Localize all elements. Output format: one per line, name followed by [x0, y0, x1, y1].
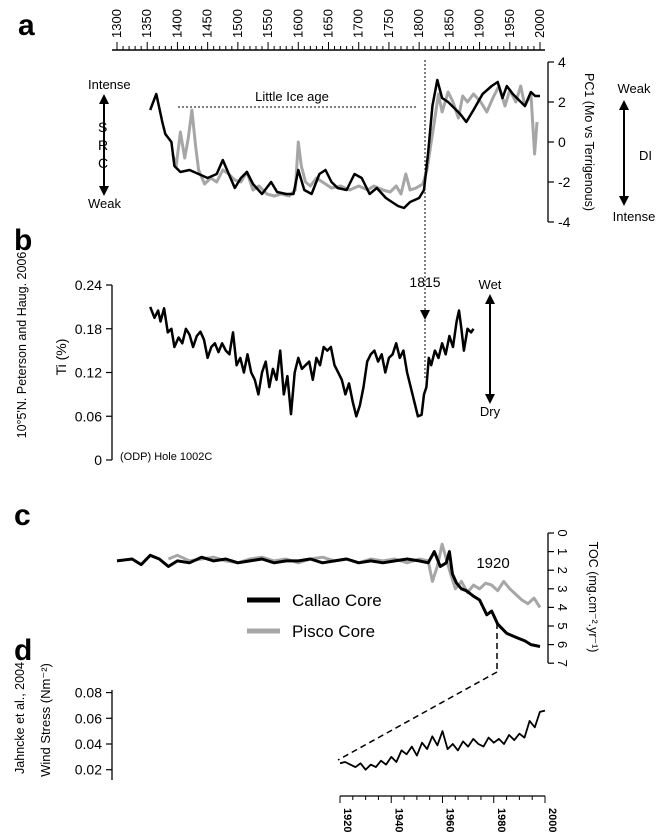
top-axis-labels: 1300 1350 1400 1450 1500 1550 1600 1650 1700 1750…: [109, 9, 547, 38]
right-axis-tick-label-c: 2: [555, 567, 570, 574]
panel-letter-b: b: [14, 224, 32, 257]
y-axis-tick-label-d: 0.04: [75, 736, 102, 752]
top-axis-tick-label: 1900: [472, 9, 487, 38]
x-axis-ticks-d: [339, 796, 546, 803]
inner-label-b: (ODP) Hole 1002C: [120, 451, 212, 463]
panel-b: 10°5'N. Peterson and Haug. 2006 Ti (%) 0…: [15, 252, 502, 468]
side-label-d: Jahncke et al., 2004: [13, 662, 27, 774]
series-c-callao: [116, 550, 541, 648]
series-a-grey: [171, 84, 539, 198]
series-b-black: [149, 306, 475, 418]
right-axis-tick-label-c: 4: [555, 604, 570, 611]
ylabel-d: Wind Stress (Nm⁻²): [38, 663, 53, 777]
src-letter-s: S: [98, 119, 107, 135]
right-axis-tick-label-c: 7: [555, 660, 570, 667]
x-axis-tick-label-d: 1960: [444, 808, 456, 832]
panel-letter-a: a: [18, 9, 35, 42]
panel-d: Jahncke et al., 2004 Wind Stress (Nm⁻²) …: [13, 662, 558, 832]
top-axis-ticks: [116, 42, 541, 50]
top-axis-tick-label: 1600: [290, 9, 305, 38]
y-axis-tick-label-b: 0.24: [75, 277, 102, 293]
right-axis-tick-label-c: 3: [555, 585, 570, 592]
y-axis-tick-label-b: 0: [94, 452, 102, 468]
x-axis-tick-label-d: 1940: [392, 808, 404, 832]
y-axis-ticks-d: 0.02 0.04 0.06 0.08: [75, 685, 112, 778]
legend-label-pisco: Pisco Core: [292, 622, 375, 641]
right-axis-tick-label-a: -2: [558, 174, 571, 190]
y-axis-tick-label-b: 0.12: [75, 365, 102, 381]
top-axis-tick-label: 1300: [109, 9, 124, 38]
wet-dry-double-arrow: [485, 294, 495, 404]
top-axis-tick-label: 1400: [169, 9, 184, 38]
top-axis-tick-label: 1350: [139, 9, 154, 38]
x-axis-tick-label-d: 1920: [341, 808, 353, 832]
right-axis-tick-label-a: -4: [558, 214, 571, 230]
src-intense-label: Intense: [88, 77, 131, 92]
x-axis-tick-label-d: 2000: [546, 808, 558, 832]
series-a-black: [149, 78, 540, 210]
side-label-b: 10°5'N. Peterson and Haug. 2006: [15, 252, 29, 439]
di-double-arrow: [619, 100, 629, 206]
panel-a: 1300 1350 1400 1450 1500 1550 1600 1650 1700 1750…: [88, 9, 655, 380]
top-axis-tick-label: 1850: [441, 9, 456, 38]
wet-label: Wet: [479, 277, 502, 292]
top-axis-tick-label: 1750: [381, 9, 396, 38]
y-axis-ticks-b: 0 0.06 0.12 0.18 0.24: [75, 277, 112, 468]
x-axis-tick-label-d: 1980: [495, 808, 507, 832]
event-1815-label: 1815: [409, 274, 440, 290]
y-axis-tick-label-d: 0.08: [75, 685, 102, 701]
top-axis-tick-label: 1700: [351, 9, 366, 38]
di-weak-label: Weak: [618, 81, 651, 96]
di-intense-label: Intense: [613, 209, 656, 224]
src-letter-r: R: [98, 137, 108, 153]
src-weak-label: Weak: [88, 196, 121, 211]
src-double-arrow: [99, 94, 109, 196]
top-axis-tick-label: 1950: [502, 9, 517, 38]
y-axis-tick-label-d: 0.02: [75, 762, 102, 778]
legend: Callao Core Pisco Core: [247, 591, 382, 641]
event-1920-label: 1920: [476, 555, 509, 572]
src-letter-c: C: [98, 155, 108, 171]
top-axis-tick-label: 2000: [532, 9, 547, 38]
dry-label: Dry: [480, 404, 501, 419]
little-ice-age-label: Little Ice age: [255, 89, 329, 104]
series-d-wind-stress: [339, 709, 546, 771]
series-c-pisco: [167, 542, 542, 609]
right-axis-tick-label-c: 6: [555, 641, 570, 648]
right-axis-tick-label-a: 2: [558, 94, 566, 110]
top-axis-tick-label: 1450: [200, 9, 215, 38]
right-axis-label-c: TOC (mg.cm⁻².yr⁻¹): [586, 542, 600, 653]
panel-letter-d: d: [14, 634, 32, 667]
right-axis-tick-label-c: 1: [555, 548, 570, 555]
y-axis-tick-label-b: 0.06: [75, 408, 102, 424]
top-axis-tick-label: 1650: [321, 9, 336, 38]
panel-letter-c: c: [14, 499, 31, 532]
di-label: DI: [639, 148, 652, 163]
top-axis-tick-label: 1800: [411, 9, 426, 38]
right-axis-ticks-c: 0 1 2 3 4 5 6 7: [548, 529, 570, 667]
right-axis-tick-label-a: 4: [558, 54, 566, 70]
y-axis-tick-label-b: 0.18: [75, 321, 102, 337]
right-axis-tick-label-c: 5: [555, 622, 570, 629]
zoom-connector-left: [337, 671, 498, 761]
panel-c: 0 1 2 3 4 5 6 7 TOC (mg.cm⁻².yr⁻¹) 1920 Callao …: [116, 529, 600, 761]
right-axis-tick-label-c: 0: [555, 529, 570, 536]
right-axis-tick-label-a: 0: [558, 134, 566, 150]
right-axis-label-a: PC1 (Mo vs Terrigenous): [582, 73, 596, 211]
legend-label-callao: Callao Core: [292, 591, 382, 610]
x-axis-labels-d: 1920 1940 1960 1980 2000: [341, 808, 558, 832]
y-axis-tick-label-d: 0.06: [75, 710, 102, 726]
event-1815-arrowhead: [420, 310, 430, 320]
ylabel-b: Ti (%): [53, 339, 69, 376]
right-axis-ticks-a: -4 -2 0 2 4: [548, 54, 571, 230]
top-axis-tick-label: 1500: [230, 9, 245, 38]
top-axis-tick-label: 1550: [260, 9, 275, 38]
